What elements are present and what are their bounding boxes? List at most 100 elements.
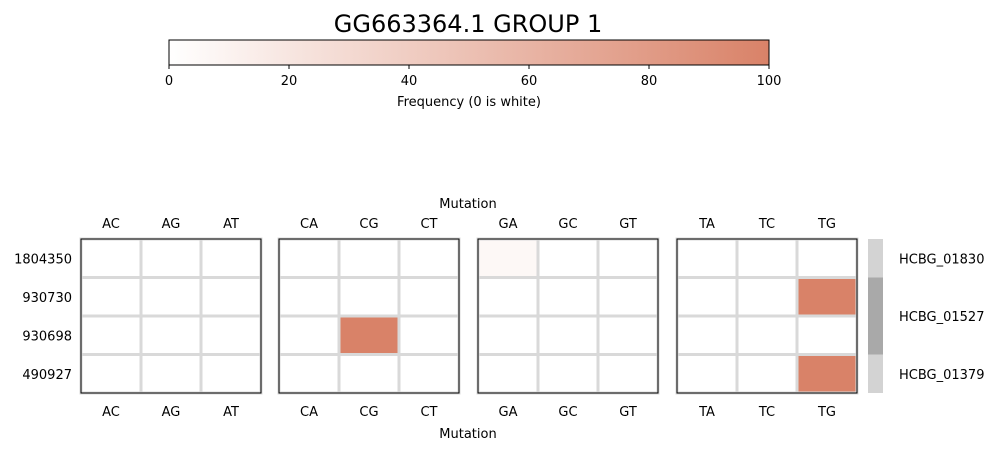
heatmap-cell <box>139 276 203 318</box>
heatmap-cell <box>795 276 859 318</box>
column-label-bottom: CT <box>420 405 437 420</box>
column-label-bottom: CG <box>359 405 378 420</box>
heatmap-cell <box>79 237 143 279</box>
colorbar-tick-label: 40 <box>401 74 418 89</box>
heatmap-cell <box>476 314 540 356</box>
heatmap-panels: ACACAGAGATATCACACGCGCTCTGAGAGCGCGTGTTATA… <box>14 217 859 420</box>
chart-title: GG663364.1 GROUP 1 <box>334 10 602 38</box>
heatmap-cell <box>199 237 263 279</box>
column-label-bottom: CA <box>300 405 318 420</box>
x-axis-label-bottom: Mutation <box>439 427 496 442</box>
column-label-bottom: GA <box>499 405 518 420</box>
heatmap-cell <box>79 276 143 318</box>
colorbar-tick-label: 80 <box>641 74 658 89</box>
heatmap-cell <box>675 314 739 356</box>
heatmap-cell <box>277 353 341 395</box>
heatmap-cell <box>79 353 143 395</box>
heatmap-cell <box>397 237 461 279</box>
heatmap-cell <box>735 276 799 318</box>
heatmap-cell <box>596 353 660 395</box>
row-label: 490927 <box>22 368 72 383</box>
heatmap-cell <box>536 237 600 279</box>
heatmap-panel: GA GA GC GC GT GT <box>476 217 660 420</box>
x-axis-label-top: Mutation <box>439 197 496 212</box>
gene-group-band <box>868 354 883 393</box>
heatmap-panel: TA TA TC TC TG TG <box>675 217 859 420</box>
heatmap-cell <box>795 353 859 395</box>
column-label-top: GT <box>619 217 637 232</box>
row-label: 1804350 <box>14 252 72 267</box>
heatmap-cell <box>795 314 859 356</box>
heatmap-cell <box>277 276 341 318</box>
column-label-top: AC <box>102 217 120 232</box>
colorbar-tick-label: 60 <box>521 74 538 89</box>
colorbar-bar <box>168 39 770 66</box>
column-label-bottom: TC <box>758 405 775 420</box>
heatmap-cell <box>735 314 799 356</box>
heatmap-cell <box>536 353 600 395</box>
heatmap-cell <box>139 314 203 356</box>
colorbar: 0 20 40 60 80 100 <box>165 39 782 89</box>
heatmap-cell <box>675 353 739 395</box>
row-label: 930730 <box>22 291 72 306</box>
heatmap-panel: AC AC AG AG AT AT <box>79 217 263 420</box>
gene-group-label: HCBG_01379 <box>899 368 984 383</box>
heatmap-cell <box>199 276 263 318</box>
colorbar-tick-label: 0 <box>165 74 173 89</box>
heatmap-cell <box>199 314 263 356</box>
heatmap-cell <box>596 276 660 318</box>
heatmap-cell <box>139 237 203 279</box>
heatmap-panel: CA CA CG CG CT CT <box>277 217 461 420</box>
column-label-top: GC <box>558 217 577 232</box>
heatmap-cell <box>476 353 540 395</box>
heatmap-cell <box>735 237 799 279</box>
heatmap-cell <box>79 314 143 356</box>
heatmap-cell <box>596 314 660 356</box>
column-label-top: CT <box>420 217 437 232</box>
column-label-top: GA <box>499 217 518 232</box>
column-label-top: TC <box>758 217 775 232</box>
gene-group-label: HCBG_01830 <box>899 252 984 267</box>
column-label-top: CG <box>359 217 378 232</box>
heatmap-cell <box>397 353 461 395</box>
heatmap-cell <box>277 237 341 279</box>
column-label-top: CA <box>300 217 318 232</box>
column-label-bottom: GC <box>558 405 577 420</box>
column-label-bottom: GT <box>619 405 637 420</box>
heatmap-cell <box>397 314 461 356</box>
column-label-bottom: AC <box>102 405 120 420</box>
column-label-bottom: AG <box>162 405 181 420</box>
gene-group-label: HCBG_01527 <box>899 310 984 325</box>
heatmap-cell <box>675 276 739 318</box>
column-label-bottom: TG <box>817 405 836 420</box>
heatmap-cell <box>536 314 600 356</box>
column-label-bottom: TA <box>698 405 715 420</box>
colorbar-tick-label: 100 <box>757 74 782 89</box>
heatmap-cell <box>337 276 401 318</box>
heatmap-cell <box>735 353 799 395</box>
column-label-bottom: AT <box>223 405 239 420</box>
column-label-top: TG <box>817 217 836 232</box>
heatmap-cell <box>199 353 263 395</box>
gene-group-band <box>868 239 883 278</box>
heatmap-cell <box>536 276 600 318</box>
heatmap-cell <box>397 276 461 318</box>
heatmap-cell <box>476 276 540 318</box>
heatmap-cell <box>675 237 739 279</box>
heatmap-cell <box>337 314 401 356</box>
heatmap-cell <box>277 314 341 356</box>
panel-frame <box>80 238 262 394</box>
gene-annotation: HCBG_01830 HCBG_01527 HCBG_01379 <box>868 239 984 393</box>
column-label-top: AT <box>223 217 239 232</box>
heatmap-cell <box>476 237 540 279</box>
colorbar-label: Frequency (0 is white) <box>397 95 541 110</box>
heatmap-cell <box>596 237 660 279</box>
panel-frame <box>477 238 659 394</box>
colorbar-tick-label: 20 <box>281 74 298 89</box>
heatmap-cell <box>795 237 859 279</box>
gene-group-band <box>868 277 883 355</box>
row-label: 930698 <box>22 329 72 344</box>
heatmap-cell <box>337 353 401 395</box>
column-label-top: TA <box>698 217 715 232</box>
